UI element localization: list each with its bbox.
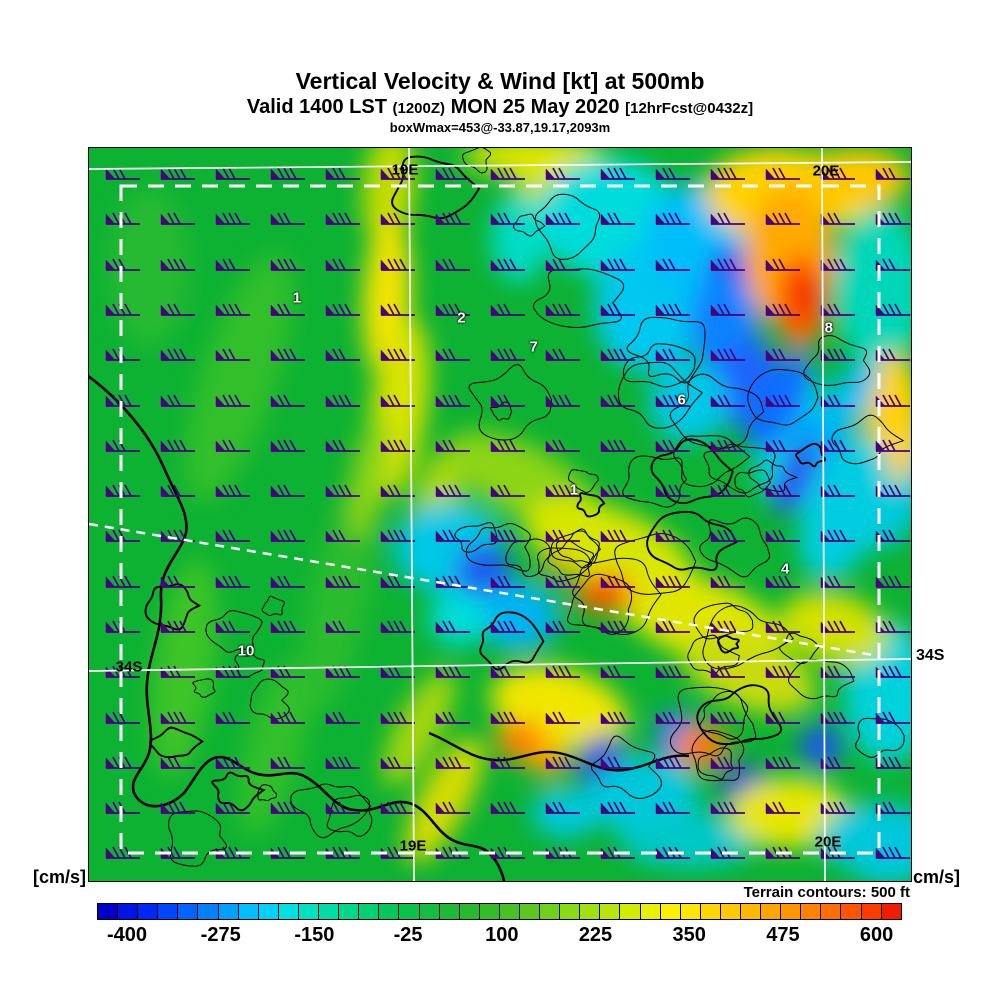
- colorbar-tick: -150: [294, 924, 335, 946]
- chart-title: Vertical Velocity & Wind [kt] at 500mb: [295, 68, 705, 94]
- map-box-number: 8: [824, 319, 833, 337]
- boxwmax-line: boxWmax=453@-33.87,19.17,2093m: [389, 120, 611, 135]
- valid-date: MON 25 May 2020: [450, 96, 620, 118]
- colorbar-cell: [217, 903, 239, 920]
- colorbar-cell: [579, 903, 601, 920]
- colorbar-cell: [257, 903, 279, 920]
- colorbar-cell: [418, 903, 440, 920]
- colorbar-cell: [458, 903, 480, 920]
- colorbar-cell: [157, 903, 179, 920]
- colorbar-cell: [880, 903, 902, 920]
- colorbar-cell: [619, 903, 641, 920]
- chart-valid-line: Valid 1400 LST (1200Z) MON 25 May 2020 […: [0, 96, 1000, 119]
- colorbar-cell: [559, 903, 581, 920]
- colorbar-cell: [800, 903, 822, 920]
- colorbar-cell: [338, 903, 360, 920]
- colorbar-tick-labels: -400 -275 -150 -25 100 225 350 475 600: [98, 924, 902, 950]
- map-box-number: 2: [457, 309, 466, 327]
- velocity-field-map: [89, 148, 911, 881]
- colorbar-tick: -275: [200, 924, 241, 946]
- colorbar-cell: [539, 903, 561, 920]
- colorbar-cell: [518, 903, 541, 920]
- colorbar-cell: [378, 903, 400, 920]
- colorbar-cell: [478, 903, 500, 920]
- colorbar-cell: [177, 903, 199, 920]
- colorbar-tick: -25: [393, 924, 423, 946]
- lat-label-34s-left: 34S: [115, 658, 143, 676]
- colorbar-cell: [860, 903, 882, 920]
- lon-label-19e-top: 19E: [391, 161, 419, 179]
- units-label-left: [cm/s]: [33, 867, 87, 887]
- lon-label-19e-bottom: 19E: [399, 837, 427, 855]
- map-area: 19E 20E 19E 20E 34S 1 2 7 6 8 1 4 10: [88, 147, 912, 882]
- colorbar-tick: 475: [766, 924, 800, 946]
- colorbar-cell: [699, 903, 721, 920]
- lon-label-20e-top: 20E: [812, 162, 840, 180]
- map-box-number: 10: [237, 642, 255, 660]
- colorbar-cell: [599, 903, 621, 920]
- lat-label-34s-right: 34S: [916, 647, 945, 664]
- colorbar-cell: [840, 903, 862, 920]
- colorbar-cell: [639, 903, 661, 920]
- colorbar-cell: [398, 903, 420, 920]
- colorbar-cell: [358, 903, 380, 920]
- map-box-number: 4: [781, 560, 790, 578]
- map-box-number: 6: [677, 391, 686, 409]
- valid-prefix: Valid 1400 LST: [246, 96, 387, 118]
- colorbar-cell: [197, 903, 219, 920]
- colorbar-cell: [659, 903, 681, 920]
- map-box-number: 1: [292, 289, 302, 307]
- colorbar-cell: [740, 903, 762, 920]
- colorbar-tick: 100: [485, 924, 519, 946]
- map-box-number: 1: [569, 481, 579, 499]
- colorbar-cell: [237, 903, 259, 920]
- terrain-contours-note: Terrain contours: 500 ft: [743, 884, 910, 901]
- colorbar-tick: -400: [106, 924, 148, 946]
- colorbar-cell: [137, 903, 159, 920]
- units-label-right: cm/s]: [913, 867, 961, 887]
- lon-label-20e-bottom: 20E: [814, 833, 842, 851]
- colorbar-cell: [679, 903, 701, 920]
- colorbar-cell: [297, 903, 320, 920]
- colorbar-cell: [318, 903, 340, 920]
- colorbar-cell: [498, 903, 520, 920]
- colorbar-tick: 350: [672, 924, 706, 946]
- colorbar-tick: 225: [578, 924, 613, 946]
- colorbar-cell: [719, 903, 741, 920]
- colorbar-tick: 600: [859, 924, 894, 946]
- colorbar-cell: [780, 903, 802, 920]
- colorbar-cell: [277, 903, 299, 920]
- valid-utc: (1200Z): [392, 100, 446, 117]
- colorbar-cell: [97, 903, 119, 920]
- map-box-number: 7: [529, 338, 538, 356]
- colorbar-cell: [760, 903, 782, 920]
- colorbar-cell: [820, 903, 842, 920]
- valid-fcst: [12hrFcst@0432z]: [625, 100, 754, 117]
- colorbar-cell: [438, 903, 460, 920]
- colorbar-cell: [117, 903, 139, 920]
- colorbar: [97, 903, 902, 920]
